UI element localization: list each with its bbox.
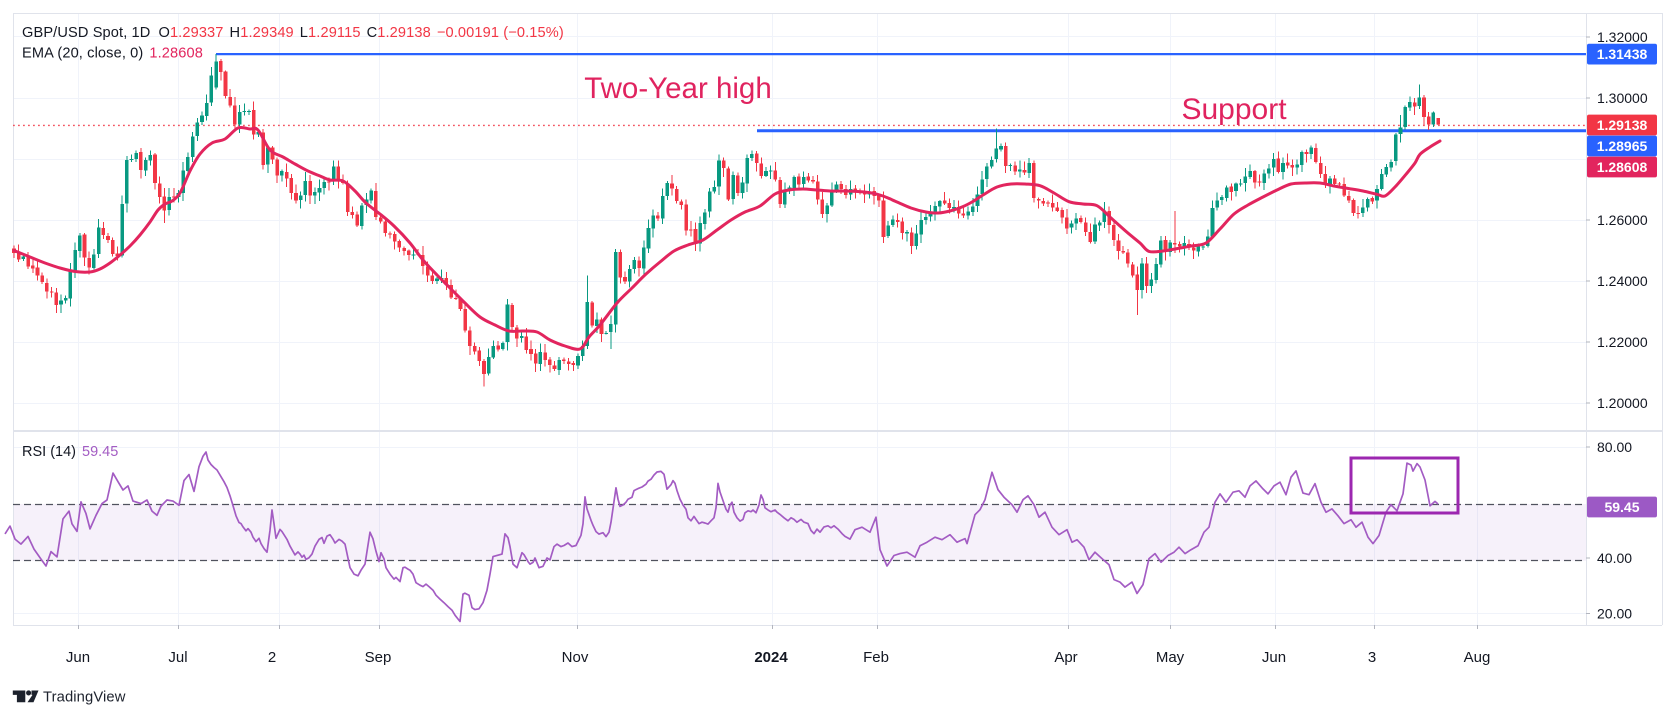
svg-text:Sep: Sep <box>365 649 392 666</box>
svg-text:80.00: 80.00 <box>1597 439 1632 455</box>
svg-text:2024: 2024 <box>754 649 788 666</box>
svg-text:Apr: Apr <box>1054 649 1077 666</box>
svg-text:Aug: Aug <box>1464 649 1491 666</box>
svg-text:59.45: 59.45 <box>1604 499 1639 515</box>
svg-text:May: May <box>1156 649 1185 666</box>
svg-text:TradingView: TradingView <box>43 690 126 706</box>
svg-text:1.30000: 1.30000 <box>1597 90 1648 106</box>
svg-text:20.00: 20.00 <box>1597 606 1632 622</box>
svg-text:1.26000: 1.26000 <box>1597 212 1648 228</box>
svg-text:3: 3 <box>1368 649 1376 666</box>
svg-text:Support: Support <box>1181 93 1287 126</box>
svg-text:Two-Year high: Two-Year high <box>584 72 772 105</box>
svg-text:Jun: Jun <box>66 649 90 666</box>
svg-text:1.28965: 1.28965 <box>1597 138 1648 154</box>
svg-text:Jul: Jul <box>168 649 187 666</box>
svg-text:RSI (14)59.45: RSI (14) 59.45 <box>22 444 118 460</box>
svg-text:Jun: Jun <box>1262 649 1286 666</box>
svg-text:1.24000: 1.24000 <box>1597 273 1648 289</box>
svg-text:1.20000: 1.20000 <box>1597 395 1648 411</box>
svg-text:40.00: 40.00 <box>1597 550 1632 566</box>
svg-text:Nov: Nov <box>562 649 589 666</box>
svg-text:Feb: Feb <box>863 649 889 666</box>
svg-text:1.32000: 1.32000 <box>1597 29 1648 45</box>
svg-text:EMA (20, close, 0)1.28608: EMA (20, close, 0) 1.28608 <box>22 46 203 62</box>
svg-text:1.22000: 1.22000 <box>1597 334 1648 350</box>
svg-text:1.29138: 1.29138 <box>1597 117 1648 133</box>
svg-text:1.28608: 1.28608 <box>1597 159 1648 175</box>
svg-text:2: 2 <box>268 649 276 666</box>
svg-text:1.31438: 1.31438 <box>1597 46 1648 62</box>
